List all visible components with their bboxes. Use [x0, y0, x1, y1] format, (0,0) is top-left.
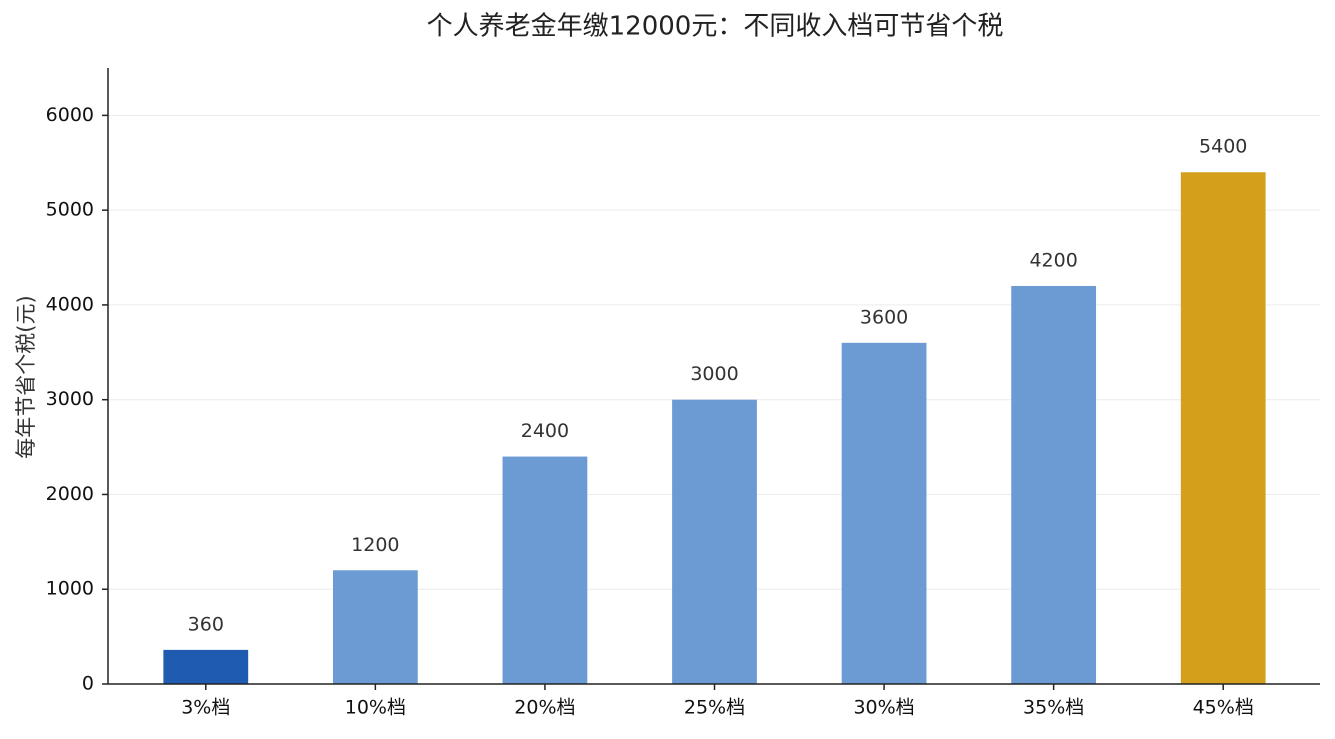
y-tick-label: 3000 — [46, 388, 94, 410]
y-axis-label: 每年节省个税(元) — [14, 295, 38, 458]
y-tick-label: 1000 — [46, 578, 94, 600]
data-label: 2400 — [521, 420, 569, 442]
x-tick-label: 45%档 — [1193, 697, 1254, 719]
data-label: 3600 — [860, 306, 908, 328]
y-tick-label: 0 — [82, 673, 94, 695]
x-tick-label: 35%档 — [1023, 697, 1084, 719]
bar — [841, 342, 927, 684]
data-label: 360 — [188, 613, 224, 635]
bar — [502, 456, 588, 684]
data-label: 1200 — [351, 534, 399, 556]
bar — [332, 570, 418, 684]
data-label: 3000 — [690, 363, 738, 385]
x-tick-label: 10%档 — [345, 697, 406, 719]
data-label: 4200 — [1029, 249, 1077, 271]
y-tick-label: 6000 — [46, 104, 94, 126]
y-tick-label: 5000 — [46, 199, 94, 221]
y-tick-label: 4000 — [46, 293, 94, 315]
bar — [672, 399, 757, 684]
x-tick-label: 25%档 — [684, 697, 745, 719]
x-tick-label: 30%档 — [853, 697, 914, 719]
bar — [1011, 285, 1097, 684]
y-tick-label: 2000 — [46, 483, 94, 505]
bar — [1180, 172, 1266, 684]
x-tick-label: 3%档 — [181, 697, 230, 719]
data-label: 5400 — [1199, 136, 1247, 158]
bar — [163, 649, 249, 684]
chart-title: 个人养老金年缴12000元：不同收入档可节省个税 — [427, 12, 1004, 42]
x-tick-label: 20%档 — [514, 697, 575, 719]
